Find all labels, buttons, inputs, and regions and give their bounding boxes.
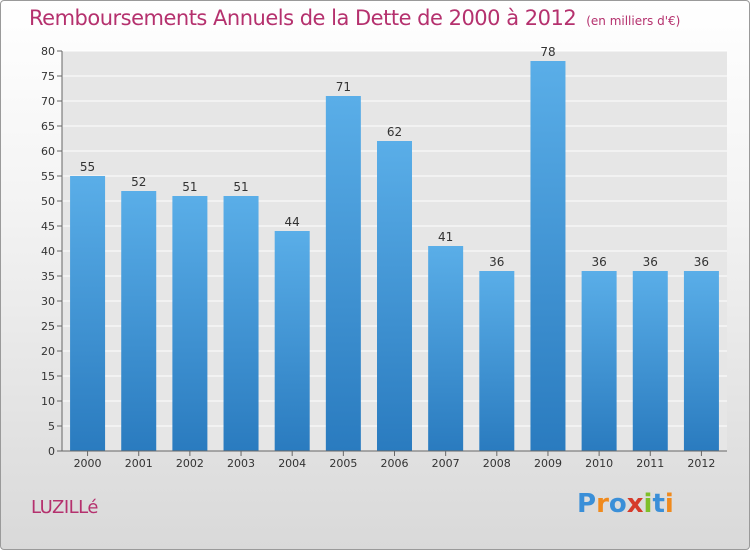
y-tick-label-70: 70 <box>41 95 55 108</box>
bar-2011 <box>632 271 668 451</box>
bar-2005 <box>325 96 361 451</box>
bar-2001 <box>121 191 157 451</box>
proxiti-logo: Proxiti <box>577 489 674 519</box>
bar-2010 <box>581 271 617 451</box>
logo-letter: P <box>577 489 597 519</box>
y-tick-label-20: 20 <box>41 345 55 358</box>
value-label-2006: 62 <box>387 125 402 139</box>
bars: 55 52 51 51 44 71 62 41 36 78 36 36 36 <box>70 45 719 451</box>
bar-2004 <box>274 231 310 451</box>
commune-name: LUZILLé <box>31 497 98 518</box>
x-tick-label-2012: 2012 <box>687 457 715 470</box>
y-tick-label-0: 0 <box>48 445 55 458</box>
x-tick-label-2000: 2000 <box>74 457 102 470</box>
y-tick-label-50: 50 <box>41 195 55 208</box>
x-tick-label-2003: 2003 <box>227 457 255 470</box>
x-tick-label-2010: 2010 <box>585 457 613 470</box>
axes: 0 5 10 15 20 25 30 35 40 45 50 55 60 65 70 75 80 2000 2001… <box>41 45 727 470</box>
value-label-2004: 44 <box>285 215 300 229</box>
bar-2003 <box>223 196 259 451</box>
value-label-2008: 36 <box>489 255 504 269</box>
x-tick-label-2009: 2009 <box>534 457 562 470</box>
y-tick-label-10: 10 <box>41 395 55 408</box>
chart-title: Remboursements Annuels de la Dette de 20… <box>29 6 680 30</box>
value-label-2011: 36 <box>643 255 658 269</box>
value-label-2009: 78 <box>540 45 555 59</box>
y-tick-label-30: 30 <box>41 295 55 308</box>
y-tick-label-25: 25 <box>41 320 55 333</box>
logo-letter: o <box>608 489 627 519</box>
value-label-2003: 51 <box>233 180 248 194</box>
x-tick-label-2006: 2006 <box>381 457 409 470</box>
y-tick-label-5: 5 <box>48 420 55 433</box>
chart-title-text: Remboursements Annuels de la Dette de 20… <box>29 6 577 30</box>
y-tick-label-15: 15 <box>41 370 55 383</box>
value-label-2007: 41 <box>438 230 453 244</box>
value-label-2012: 36 <box>694 255 709 269</box>
chart-unit: (en milliers d'€) <box>586 14 681 28</box>
value-label-2002: 51 <box>182 180 197 194</box>
x-tick-label-2007: 2007 <box>432 457 460 470</box>
logo-letter: i <box>664 489 674 519</box>
y-tick-label-40: 40 <box>41 245 55 258</box>
y-tick-label-45: 45 <box>41 220 55 233</box>
value-label-2001: 52 <box>131 175 146 189</box>
bar-2012 <box>683 271 719 451</box>
x-tick-label-2011: 2011 <box>636 457 664 470</box>
value-label-2005: 71 <box>336 80 351 94</box>
value-label-2000: 55 <box>80 160 95 174</box>
bar-2008 <box>479 271 515 451</box>
logo-letter: x <box>626 489 644 519</box>
bar-2006 <box>377 141 412 451</box>
y-tick-label-65: 65 <box>41 120 55 133</box>
value-label-2010: 36 <box>591 255 606 269</box>
y-tick-label-35: 35 <box>41 270 55 283</box>
logo-letter: t <box>652 489 665 519</box>
bar-2007 <box>428 246 464 451</box>
x-tick-label-2002: 2002 <box>176 457 204 470</box>
x-tick-label-2004: 2004 <box>278 457 306 470</box>
bar-2009 <box>530 61 566 451</box>
x-tick-label-2008: 2008 <box>483 457 511 470</box>
y-tick-label-55: 55 <box>41 170 55 183</box>
bar-2002 <box>172 196 208 451</box>
x-tick-label-2005: 2005 <box>329 457 357 470</box>
bar-2000 <box>70 176 106 451</box>
x-tick-label-2001: 2001 <box>125 457 153 470</box>
y-tick-label-75: 75 <box>41 70 55 83</box>
y-tick-label-60: 60 <box>41 145 55 158</box>
logo-letter: r <box>596 489 609 519</box>
y-tick-label-80: 80 <box>41 45 55 58</box>
logo-letter: i <box>643 489 653 519</box>
